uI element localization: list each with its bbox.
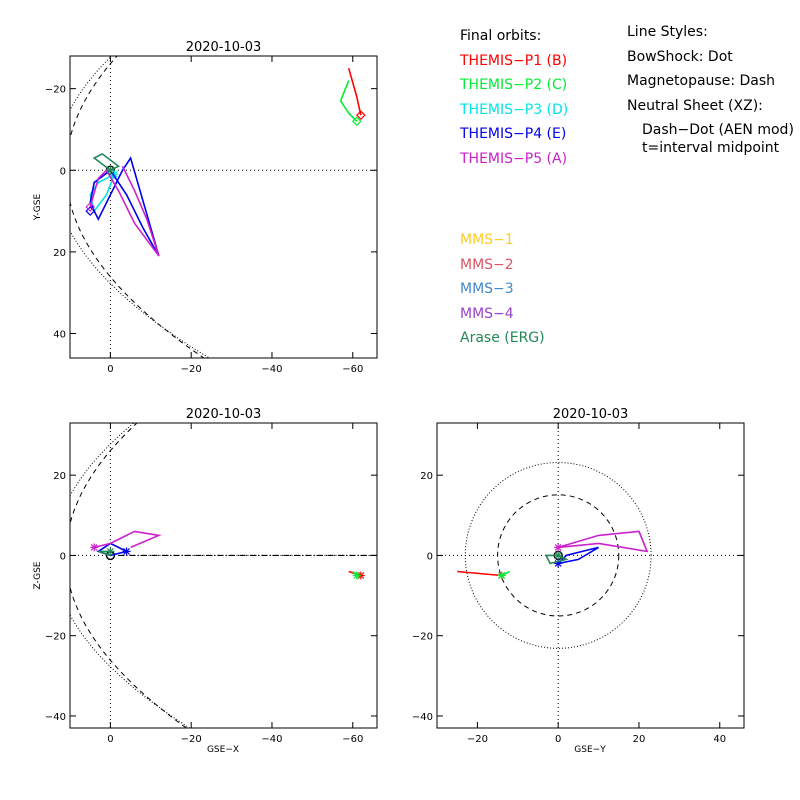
y-tick-label: 0 [60,166,66,177]
legend-mms-3: MMS−3 [460,281,514,298]
line-styles-title: Line Styles: [627,24,708,40]
orbit-track-5 [92,152,121,172]
plot-title: 2020-10-03 [186,407,262,422]
x-tick-label: 20 [633,734,646,745]
orbit-track-4 [89,165,160,257]
legend-arase: Arase (ERG) [460,330,545,347]
y-tick-label: 20 [53,248,66,259]
y-tick-label: 40 [53,330,66,341]
x-tick-label: 40 [713,734,726,745]
plot-area [70,56,377,358]
final-orbits-title: Final orbits: [460,28,542,44]
x-tick-label: −20 [467,734,488,745]
legend-themis-p3: THEMIS−P3 (D) [460,101,569,118]
x-tick-label: 0 [107,364,113,375]
legend-themis-p4: THEMIS−P4 (E) [460,126,567,143]
plot-title: 2020-10-03 [186,40,262,55]
x-tick-label: −60 [342,364,363,375]
plot-area [70,423,377,728]
star-ray [554,543,562,551]
orbit-track-2 [557,546,600,565]
orbit-track-2 [89,173,116,213]
star-ray [123,547,130,555]
legend-themis-p5: THEMIS−P5 (A) [460,150,568,167]
orbit-track-3 [94,530,162,549]
panel-2: 2020-10-03 0 −20 −40 −60 20 0 −20 −40 GSE−X Z-GSE [33,407,378,755]
legend-mms-4: MMS−4 [460,305,514,322]
legend-mms-2: MMS−2 [460,256,514,273]
mission-legend: MMS−1 MMS−2 MMS−3 MMS−4 Arase (ERG) [460,228,545,351]
orbit-track-0 [347,67,362,116]
magnetopause-line [70,56,205,358]
orbit-track-4 [98,550,111,557]
neutral-sheet-sub1: Dash−Dot (AEN mod) [642,122,794,138]
orbit-star-marker-4 [106,547,115,556]
line-styles-legend: Line Styles: BowShock: Dot Magnetopause:… [627,24,794,157]
star-ray [111,170,118,178]
plot-frame [436,422,745,729]
plot-area [437,423,744,728]
star-ray [554,552,562,559]
y-tick-label: −40 [412,712,433,723]
orbit-star-marker-3 [90,543,99,552]
magnetopause-circle [497,494,620,617]
orbit-end-marker-4 [85,202,96,212]
orbit-star-marker-4 [554,551,563,560]
y-tick-label: −20 [45,85,66,96]
star-ray [106,547,114,555]
bowshock-style: BowShock: Dot [627,48,733,65]
orbit-track-4 [544,554,569,565]
y-tick-label: −40 [45,712,66,723]
y-axis-label: Z-GSE [33,561,43,589]
star-ray [353,572,361,579]
plot-title: 2020-10-03 [553,407,629,422]
bowshock-line [70,423,191,728]
star-ray [90,543,98,551]
y-axis-label: Y-GSE [33,194,43,222]
y-tick-label: 20 [53,471,66,482]
x-axis-label: GSE−X [207,745,239,755]
star-ray [106,166,114,174]
plot-frame [69,55,378,359]
orbit-track-3 [557,530,649,553]
orbit-end-marker-1 [351,116,362,127]
orbit-star-marker-1 [352,571,361,580]
x-tick-label: −60 [342,734,363,745]
panel-1: 2020-10-03 0 −20 −40 −60 −20 0 20 40 Y-GSE [33,40,378,375]
x-tick-label: −40 [261,734,282,745]
star-ray [498,572,506,579]
orbit-track-0 [457,570,502,577]
neutral-sheet-sub2: t=interval midpoint [642,139,780,156]
orbit-star-marker-1 [497,571,506,580]
orbit-track-1 [339,80,358,122]
orbit-track-3 [89,156,160,257]
orbit-end-marker-0 [355,110,366,121]
x-tick-label: 0 [555,734,561,745]
y-tick-label: −20 [45,632,66,643]
magnetopause-style: Magnetopause: Dash [627,73,776,89]
y-tick-label: 0 [60,551,66,562]
legend-mms-1: MMS−1 [460,232,514,248]
plot-frame [69,422,378,729]
x-tick-label: 0 [107,734,113,745]
y-tick-label: 20 [420,471,433,482]
orbit-star-marker-5 [106,166,115,175]
orbit-end-marker-3 [85,206,96,216]
x-tick-label: −40 [261,364,282,375]
legend-themis-p2: THEMIS−P2 (C) [460,77,568,94]
panel-3: 2020-10-03 −20 0 20 40 20 0 −20 −40 GSE−Y [412,407,745,755]
bowshock-circle [464,462,652,649]
x-axis-label: GSE−Y [574,745,606,755]
neutral-sheet-style: Neutral Sheet (XZ): [627,97,763,114]
y-tick-label: −20 [412,632,433,643]
x-tick-label: −20 [181,734,202,745]
final-orbits-legend: Final orbits: THEMIS−P1 (B) THEMIS−P2 (C… [460,24,568,172]
y-tick-label: 0 [427,551,433,562]
x-tick-label: −20 [181,364,202,375]
orbit-star-marker-2 [122,547,131,556]
orbit-star-marker-3 [554,543,563,552]
legend-themis-p1: THEMIS−P1 (B) [460,52,568,69]
